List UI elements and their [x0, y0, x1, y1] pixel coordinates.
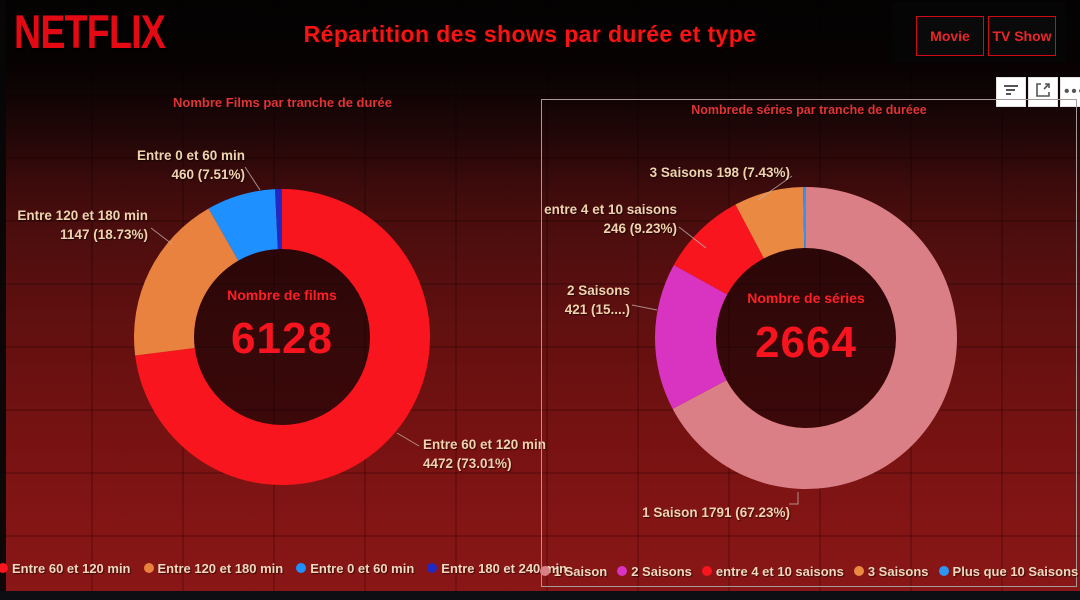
donut-slice[interactable]	[735, 187, 805, 259]
callout-leader-line	[789, 492, 799, 505]
donut-slice[interactable]	[135, 189, 431, 485]
series-chart-title: Nombrede séries par tranche de duréee	[691, 103, 927, 117]
legend-dot	[701, 566, 712, 576]
donut-slice[interactable]	[275, 188, 282, 250]
legend-item-plus-10-saisons[interactable]: Plus que 10 Saisons	[938, 563, 1079, 579]
films-chart-title: Nombre Films par tranche de durée	[173, 95, 392, 110]
callout-leader-line	[631, 304, 658, 311]
donut-slice[interactable]	[673, 204, 764, 295]
legend-item-1-saison[interactable]: 1 Saison	[539, 563, 608, 579]
tvshow-filter-label: TV Show	[992, 28, 1052, 44]
callout-leader-line	[678, 226, 707, 249]
callout-line2: 1147 (18.73%)	[60, 227, 148, 242]
donut-hole	[716, 248, 896, 428]
legend-label: Plus que 10 Saisons	[952, 563, 1079, 579]
legend-item-3-saisons[interactable]: 3 Saisons	[853, 563, 929, 579]
legend-dot	[427, 563, 438, 573]
legend-label: 3 Saisons	[867, 563, 929, 579]
focus-mode-icon	[1035, 82, 1051, 103]
films-callout-0-60: Entre 0 et 60 min 460 (7.51%)	[40, 146, 245, 184]
series-legend: 1 Saison 2 Saisons entre 4 et 10 saisons…	[539, 559, 1078, 583]
films-callout-60-120: Entre 60 et 120 min 4472 (73.01%)	[423, 435, 593, 473]
donut-slice[interactable]	[803, 187, 806, 249]
more-options-icon: •••	[1064, 83, 1080, 100]
callout-leader-line	[757, 175, 793, 201]
left-edge-strip	[0, 0, 6, 600]
legend-label: 2 Saisons	[631, 563, 692, 579]
netflix-logo: NETFLIX	[14, 5, 166, 58]
legend-item-2-saisons[interactable]: 2 Saisons	[617, 564, 692, 579]
tvshow-filter-button[interactable]: TV Show	[988, 16, 1056, 56]
callout-line1: 1 Saison 1791 (67.23%)	[642, 505, 790, 520]
legend-item-4-10-saisons[interactable]: entre 4 et 10 saisons	[701, 563, 844, 579]
legend-label: 1 Saison	[553, 563, 608, 579]
legend-dot	[853, 566, 864, 576]
callout-line1: 2 Saisons	[566, 283, 630, 298]
callout-leader-line	[150, 227, 173, 245]
series-callout-3-saisons: 3 Saisons 198 (7.43%)	[600, 163, 790, 182]
movie-filter-button[interactable]: Movie	[916, 16, 984, 56]
movie-filter-label: Movie	[930, 28, 970, 44]
callout-line2: 4472 (73.01%)	[423, 456, 512, 471]
legend-dot	[539, 566, 550, 576]
series-donut-chart	[631, 175, 957, 505]
filter-button[interactable]	[996, 77, 1026, 107]
legend-dot	[617, 566, 628, 576]
callout-line1: Entre 120 et 180 min	[17, 208, 148, 223]
series-center-label: Nombre de séries	[747, 290, 865, 306]
donut-slice[interactable]	[134, 208, 239, 356]
callout-line2: 421 (15....)	[564, 302, 630, 317]
donut-slice[interactable]	[655, 265, 728, 409]
legend-item-entre-0-60[interactable]: Entre 0 et 60 min	[296, 561, 414, 576]
callout-line1: entre 4 et 10 saisons	[544, 202, 677, 217]
legend-dot	[143, 563, 154, 573]
filter-icon	[1003, 83, 1019, 102]
donut-slice[interactable]	[672, 187, 957, 489]
films-center-value: 6128	[231, 314, 333, 363]
legend-label: Entre 120 et 180 min	[157, 560, 284, 576]
films-legend: Entre 60 et 120 min Entre 120 et 180 min…	[0, 556, 567, 580]
focus-mode-button[interactable]	[1028, 77, 1058, 107]
series-callout-1-saison: 1 Saison 1791 (67.23%)	[600, 503, 790, 522]
callout-line2: 460 (7.51%)	[171, 167, 245, 182]
films-donut-chart	[134, 166, 431, 485]
films-center-label: Nombre de films	[227, 287, 337, 303]
series-center-value: 2664	[755, 318, 857, 367]
type-slicer-panel: Movie TV Show	[892, 2, 1066, 62]
callout-line1: Entre 0 et 60 min	[136, 148, 245, 163]
legend-label: Entre 0 et 60 min	[310, 560, 415, 576]
legend-label: Entre 180 et 240 min	[441, 560, 568, 576]
donut-hole	[194, 249, 370, 425]
legend-label: entre 4 et 10 saisons	[715, 563, 844, 579]
legend-label: Entre 60 et 120 min	[12, 560, 131, 576]
callout-leader-line	[244, 166, 261, 191]
series-callout-4-10-saisons: entre 4 et 10 saisons 246 (9.23%)	[521, 200, 677, 238]
callout-leader-line	[396, 432, 420, 447]
films-callout-120-180: Entre 120 et 180 min 1147 (18.73%)	[3, 206, 148, 244]
series-callout-2-saisons: 2 Saisons 421 (15....)	[530, 281, 630, 319]
donut-slice[interactable]	[208, 189, 278, 261]
page-title: Répartition des shows par durée et type	[303, 21, 757, 47]
callout-line1: Entre 60 et 120 min	[423, 437, 547, 452]
legend-dot	[296, 563, 307, 573]
series-chart-container	[541, 99, 1077, 587]
legend-item-entre-60-120[interactable]: Entre 60 et 120 min	[0, 561, 131, 576]
legend-dot	[938, 566, 949, 576]
legend-dot	[0, 563, 8, 573]
callout-line2: 246 (9.23%)	[603, 221, 677, 236]
callout-line1: 3 Saisons 198 (7.43%)	[649, 165, 790, 180]
legend-item-entre-120-180[interactable]: Entre 120 et 180 min	[143, 560, 284, 576]
legend-item-entre-180-240[interactable]: Entre 180 et 240 min	[427, 561, 567, 576]
bottom-edge-strip	[0, 591, 1080, 600]
